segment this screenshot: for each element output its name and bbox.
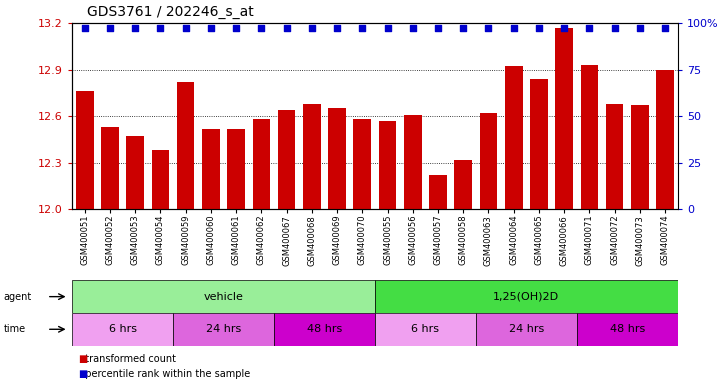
Point	[534, 25, 545, 31]
Point	[457, 25, 469, 31]
Text: percentile rank within the sample: percentile rank within the sample	[79, 369, 251, 379]
Bar	[252, 119, 270, 209]
Text: ■: ■	[78, 369, 87, 379]
Point	[609, 25, 620, 31]
Bar	[606, 104, 624, 209]
Bar	[555, 28, 573, 209]
Bar	[303, 104, 321, 209]
Bar	[580, 65, 598, 209]
Point	[205, 25, 216, 31]
Bar	[375, 280, 678, 313]
Point	[558, 25, 570, 31]
Bar	[379, 121, 397, 209]
Point	[231, 25, 242, 31]
Bar	[177, 82, 195, 209]
Point	[130, 25, 141, 31]
Bar	[72, 280, 375, 313]
Text: vehicle: vehicle	[203, 291, 244, 302]
Bar	[530, 79, 548, 209]
Text: ■: ■	[78, 354, 87, 364]
Point	[332, 25, 343, 31]
Text: 6 hrs: 6 hrs	[109, 324, 136, 334]
Bar	[656, 70, 674, 209]
Point	[432, 25, 443, 31]
Bar	[353, 119, 371, 209]
Bar	[505, 66, 523, 209]
Bar	[274, 313, 375, 346]
Bar	[328, 108, 346, 209]
Text: 48 hrs: 48 hrs	[610, 324, 645, 334]
Bar	[126, 136, 144, 209]
Bar	[76, 91, 94, 209]
Bar	[404, 114, 422, 209]
Bar	[454, 160, 472, 209]
Point	[79, 25, 91, 31]
Point	[255, 25, 267, 31]
Point	[584, 25, 596, 31]
Point	[659, 25, 671, 31]
Point	[357, 25, 368, 31]
Text: 1,25(OH)2D: 1,25(OH)2D	[493, 291, 559, 302]
Bar	[227, 129, 245, 209]
Point	[382, 25, 394, 31]
Bar	[72, 313, 173, 346]
Text: 48 hrs: 48 hrs	[307, 324, 342, 334]
Text: time: time	[4, 324, 26, 334]
Point	[280, 25, 293, 31]
Text: 24 hrs: 24 hrs	[206, 324, 241, 334]
Bar	[173, 313, 274, 346]
Text: GDS3761 / 202246_s_at: GDS3761 / 202246_s_at	[87, 5, 253, 19]
Bar	[577, 313, 678, 346]
Text: transformed count: transformed count	[79, 354, 177, 364]
Point	[180, 25, 192, 31]
Point	[306, 25, 317, 31]
Point	[634, 25, 646, 31]
Point	[155, 25, 167, 31]
Bar	[278, 110, 296, 209]
Point	[508, 25, 519, 31]
Bar	[479, 113, 497, 209]
Bar	[375, 313, 476, 346]
Point	[483, 25, 495, 31]
Bar	[202, 129, 220, 209]
Bar	[631, 105, 649, 209]
Text: agent: agent	[4, 291, 32, 302]
Text: 6 hrs: 6 hrs	[412, 324, 439, 334]
Bar	[476, 313, 577, 346]
Point	[104, 25, 115, 31]
Bar	[429, 175, 447, 209]
Text: 24 hrs: 24 hrs	[509, 324, 544, 334]
Bar	[101, 127, 119, 209]
Bar	[151, 150, 169, 209]
Point	[407, 25, 419, 31]
